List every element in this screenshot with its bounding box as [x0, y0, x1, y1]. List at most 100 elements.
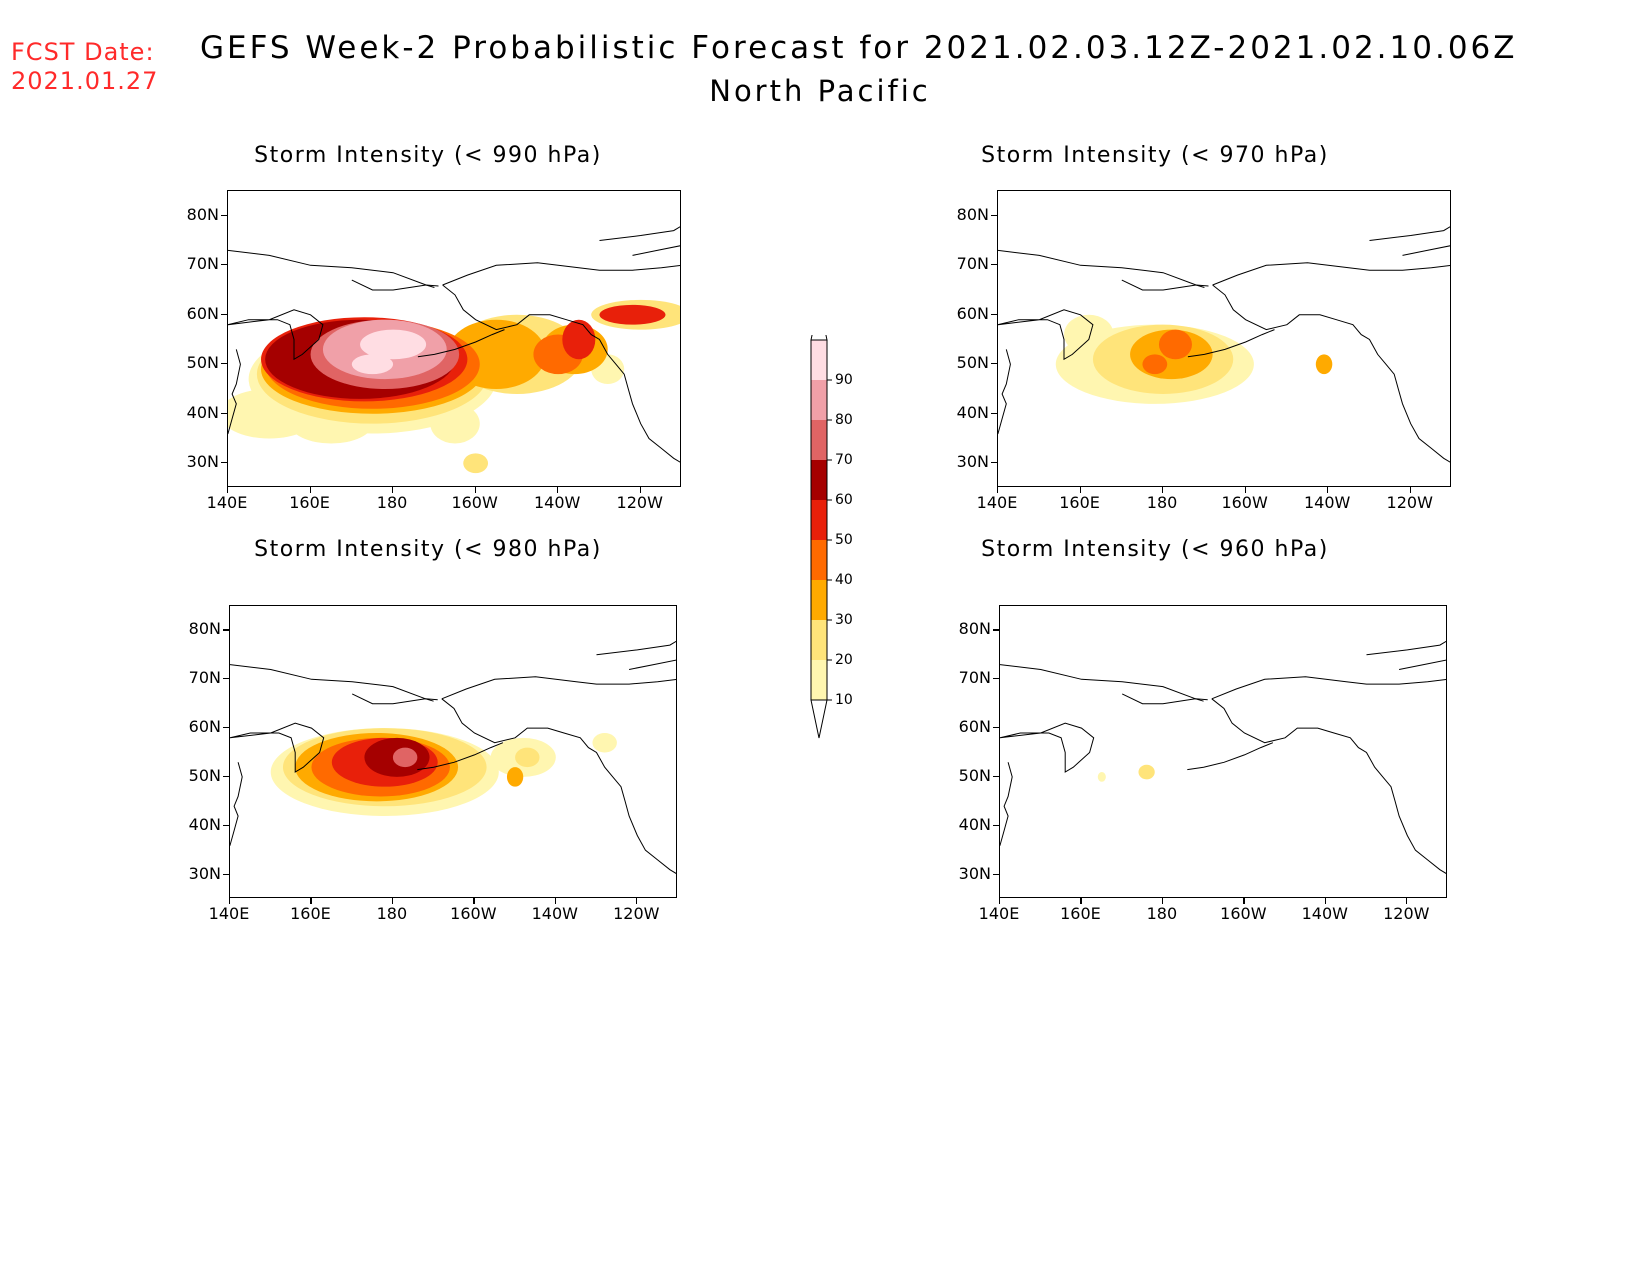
coastline	[599, 226, 680, 241]
forecast-date-value: 2021.01.27	[11, 67, 159, 95]
colorbar-label: 70	[835, 452, 853, 468]
map-plot-p960	[1000, 640, 1446, 874]
lat-tick-mark	[993, 824, 999, 826]
lon-tick-label: 180	[1146, 904, 1178, 923]
lat-tick-mark	[991, 462, 997, 464]
lon-tick-mark	[1079, 487, 1081, 493]
lat-tick-mark	[221, 412, 227, 414]
map-panel-980	[229, 605, 677, 898]
lat-tick-label: 80N	[186, 204, 219, 224]
lon-tick-label: 140E	[976, 493, 1018, 512]
lon-tick-mark	[1327, 487, 1329, 493]
colorbar-outline	[810, 339, 828, 701]
lon-tick-label: 120W	[616, 493, 663, 512]
lon-tick-mark	[1324, 898, 1326, 904]
coastline	[1187, 742, 1274, 771]
coastline	[441, 676, 676, 700]
coastline	[442, 262, 680, 286]
lon-tick-label: 160W	[1220, 904, 1267, 923]
coastline	[998, 249, 1205, 288]
lon-tick-mark	[636, 898, 638, 904]
probability-area-c90	[360, 329, 427, 360]
lat-tick-label: 30N	[188, 863, 221, 883]
lon-tick-label: 140W	[1301, 904, 1348, 923]
map-panel-960	[999, 605, 1447, 898]
lat-tick-label: 70N	[956, 254, 989, 274]
lon-tick-mark	[1243, 898, 1245, 904]
coastline	[632, 245, 680, 256]
coastline	[230, 664, 434, 702]
colorbar-label: 50	[835, 532, 853, 548]
lon-tick-label: 140E	[206, 493, 248, 512]
probability-area-c50	[562, 319, 596, 360]
lat-tick-mark	[993, 775, 999, 778]
coastline	[1187, 329, 1275, 358]
colorbar-segment-c40	[811, 540, 827, 580]
map-panel-970	[997, 190, 1451, 487]
lon-tick-mark	[473, 898, 475, 904]
colorbar-graphic	[810, 301, 832, 739]
probability-area-c20	[515, 747, 540, 768]
lat-tick-label: 80N	[958, 619, 991, 639]
probability-area-c10	[592, 732, 617, 753]
coastline	[629, 659, 676, 670]
colorbar-label: 30	[835, 612, 853, 628]
panel-title-990: Storm Intensity (< 990 hPa)	[254, 143, 602, 168]
lon-tick-mark	[1406, 898, 1408, 904]
page-title: GEFS Week-2 Probabilistic Forecast for 2…	[200, 30, 1518, 66]
colorbar-segment-c70	[811, 420, 827, 460]
lat-tick-mark	[993, 629, 999, 631]
panel-title-960: Storm Intensity (< 960 hPa)	[981, 537, 1329, 562]
lon-tick-mark	[392, 487, 394, 493]
lon-tick-label: 120W	[1386, 493, 1433, 512]
coastline	[417, 742, 504, 771]
lon-tick-label: 140W	[531, 904, 578, 923]
lon-tick-mark	[999, 898, 1001, 904]
lat-tick-label: 40N	[958, 814, 991, 834]
lon-tick-mark	[557, 487, 559, 493]
coastline	[417, 329, 505, 358]
lat-tick-label: 40N	[186, 402, 219, 422]
probability-area-c20	[463, 453, 489, 474]
map-plot-p990	[228, 226, 680, 474]
lon-tick-label: 180	[376, 904, 408, 923]
map-panel-990	[227, 190, 681, 487]
lon-tick-label: 160W	[451, 493, 498, 512]
coastline	[1211, 698, 1446, 874]
lat-tick-mark	[993, 873, 999, 875]
lat-tick-label: 30N	[956, 452, 989, 472]
lon-tick-label: 140E	[208, 904, 250, 923]
probability-area-c50	[599, 304, 666, 325]
colorbar: 10 20 30 40 50 60 70 80 90	[805, 301, 885, 740]
coastline	[1000, 664, 1204, 702]
lon-tick-mark	[997, 487, 999, 493]
lon-tick-label: 160W	[1221, 493, 1268, 512]
coastline	[351, 279, 439, 291]
coastline	[1000, 722, 1095, 773]
colorbar-label: 90	[835, 372, 853, 388]
probability-area-c40	[1142, 354, 1168, 375]
lat-tick-label: 50N	[956, 353, 989, 373]
lat-tick-label: 80N	[188, 619, 221, 639]
lat-tick-label: 60N	[186, 303, 219, 323]
coastline	[1402, 245, 1450, 256]
lon-tick-mark	[474, 487, 476, 493]
probability-area-c40	[1158, 329, 1192, 360]
lat-tick-label: 40N	[188, 814, 221, 834]
coastline	[230, 762, 243, 847]
lat-tick-mark	[221, 462, 227, 464]
coastline	[1121, 693, 1208, 705]
lon-tick-mark	[1161, 898, 1164, 904]
colorbar-label: 20	[835, 652, 853, 668]
coastline	[228, 249, 435, 288]
lat-tick-label: 40N	[956, 402, 989, 422]
lon-tick-mark	[227, 487, 229, 493]
probability-area-c30	[1315, 354, 1333, 375]
lon-tick-label: 140E	[978, 904, 1020, 923]
lat-tick-mark	[993, 678, 999, 680]
lon-tick-mark	[554, 898, 556, 904]
lat-tick-mark	[221, 363, 227, 365]
panel-title-970: Storm Intensity (< 970 hPa)	[981, 143, 1329, 168]
colorbar-label: 40	[835, 572, 853, 588]
map-plot-p980	[230, 640, 676, 874]
